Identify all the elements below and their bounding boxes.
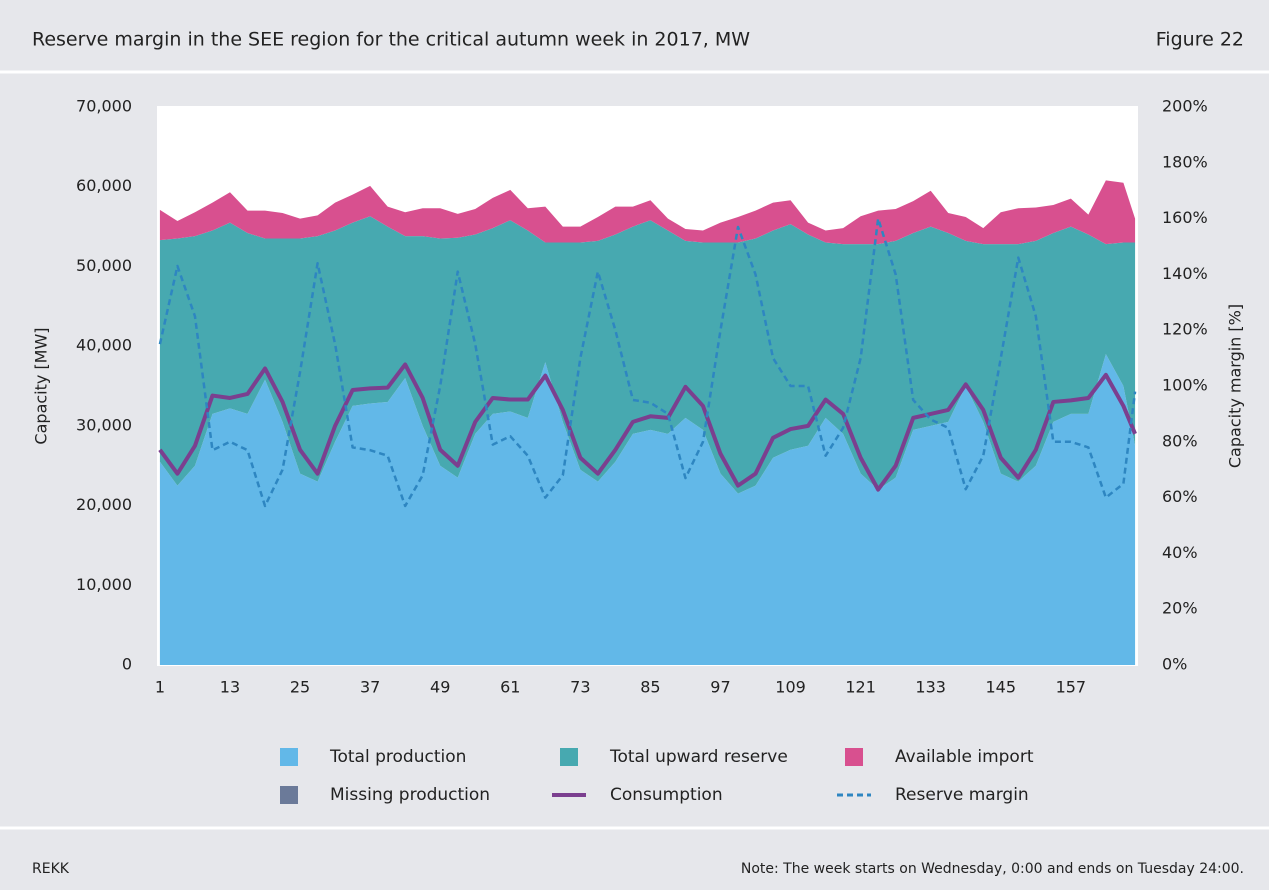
- x-tick-label: 25: [290, 678, 310, 697]
- stacked-area: [159, 180, 1136, 245]
- y2-tick-label: 180%: [1162, 152, 1208, 171]
- x-tick-label: 1: [155, 678, 165, 697]
- y-tick-label: 10,000: [76, 575, 132, 594]
- page-title: Reserve margin in the SEE region for the…: [32, 29, 750, 51]
- legend-label: Total upward reserve: [609, 747, 788, 767]
- figure-label: Figure 22: [1156, 29, 1244, 51]
- y-tick-label: 60,000: [76, 176, 132, 195]
- x-tick-label: 97: [710, 678, 730, 697]
- y-tick-label: 70,000: [76, 97, 132, 116]
- x-tick-label: 133: [915, 678, 946, 697]
- legend-label: Total production: [329, 747, 466, 767]
- y2-tick-label: 0%: [1162, 655, 1187, 674]
- y-tick-label: 30,000: [76, 415, 132, 434]
- note: Note: The week starts on Wednesday, 0:00…: [741, 861, 1244, 877]
- stacked-area: [159, 216, 1136, 494]
- y2-axis-title: Capacity margin [%]: [1226, 304, 1245, 468]
- legend-label: Reserve margin: [895, 785, 1029, 805]
- y-tick-label: 0: [122, 655, 132, 674]
- x-tick-label: 13: [220, 678, 240, 697]
- legend-swatch: [560, 748, 578, 766]
- y2-tick-label: 160%: [1162, 208, 1208, 227]
- y-axis-title: Capacity [MW]: [32, 327, 51, 444]
- legend-swatch: [280, 748, 298, 766]
- x-tick-label: 109: [775, 678, 806, 697]
- x-tick-label: 85: [640, 678, 660, 697]
- y2-tick-label: 20%: [1162, 599, 1198, 618]
- x-tick-label: 73: [570, 678, 590, 697]
- x-tick-label: 61: [500, 678, 520, 697]
- legend-swatch: [280, 786, 298, 804]
- legend-label: Missing production: [330, 785, 490, 805]
- y2-tick-label: 60%: [1162, 487, 1198, 506]
- legend-label: Consumption: [610, 785, 723, 805]
- x-tick-label: 37: [360, 678, 380, 697]
- y2-tick-label: 40%: [1162, 543, 1198, 562]
- x-tick-label: 49: [430, 678, 450, 697]
- y2-tick-label: 120%: [1162, 320, 1208, 339]
- y-tick-label: 20,000: [76, 495, 132, 514]
- y2-tick-label: 80%: [1162, 431, 1198, 450]
- x-tick-label: 121: [845, 678, 876, 697]
- y2-tick-label: 140%: [1162, 264, 1208, 283]
- x-tick-label: 145: [986, 678, 1017, 697]
- legend-swatch: [845, 748, 863, 766]
- y-tick-label: 50,000: [76, 256, 132, 275]
- y-tick-label: 40,000: [76, 336, 132, 355]
- line: [158, 362, 1137, 492]
- source: REKK: [32, 861, 70, 877]
- y2-tick-label: 100%: [1162, 376, 1208, 395]
- y2-tick-label: 200%: [1162, 97, 1208, 116]
- stacked-area: [159, 354, 1136, 665]
- dashed-line: [158, 217, 1137, 508]
- legend-label: Available import: [895, 747, 1034, 767]
- x-tick-label: 157: [1056, 678, 1087, 697]
